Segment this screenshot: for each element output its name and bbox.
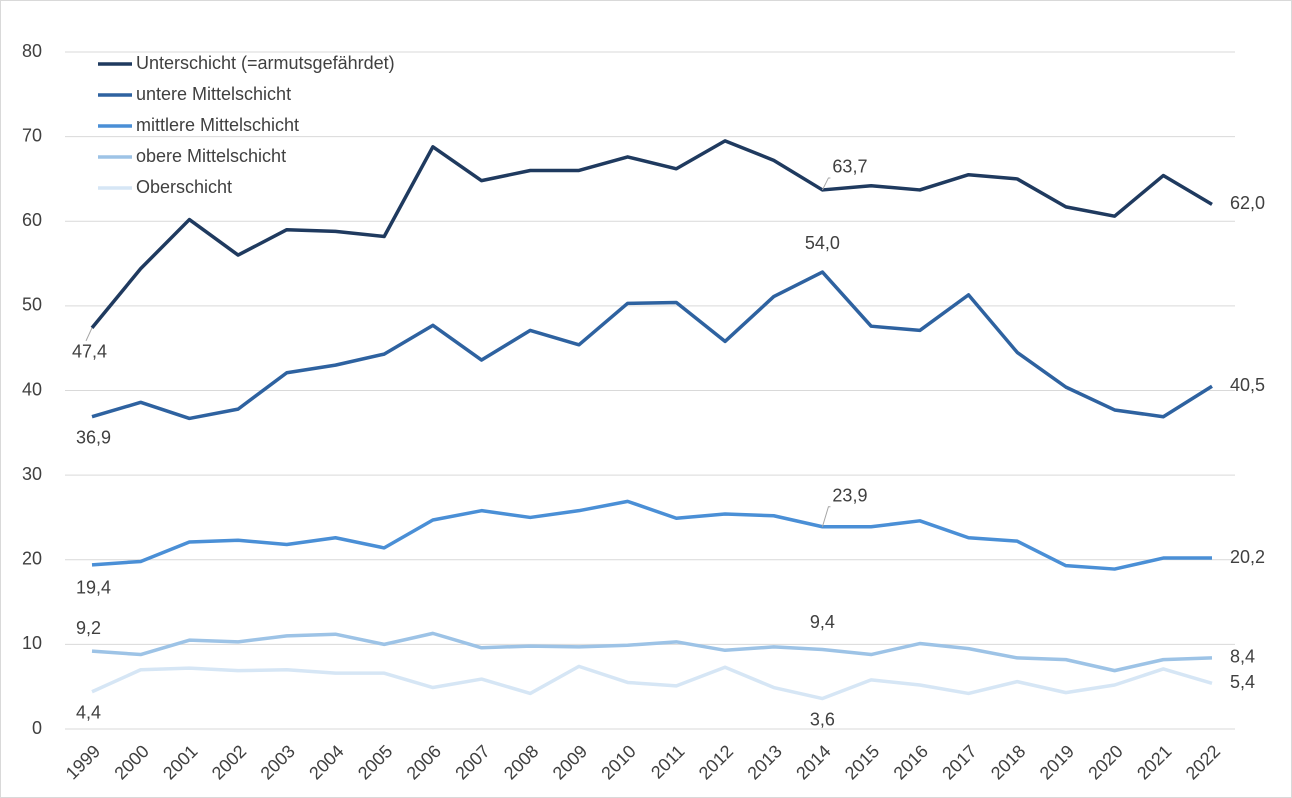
data-label: 62,0 (1230, 193, 1265, 213)
data-label: 9,4 (810, 612, 835, 632)
data-label: 3,6 (810, 709, 835, 729)
y-tick-label: 30 (22, 464, 42, 484)
data-label: 9,2 (76, 618, 101, 638)
legend-label: obere Mittelschicht (136, 146, 286, 166)
data-label: 23,9 (832, 485, 867, 505)
series-line (90, 139, 1213, 329)
data-label: 19,4 (76, 578, 111, 598)
y-tick-label: 50 (22, 295, 42, 315)
legend-label: mittlere Mittelschicht (136, 115, 299, 135)
data-label: 54,0 (805, 233, 840, 253)
data-label: 47,4 (72, 342, 107, 362)
leader-line (821, 506, 831, 527)
data-label: 8,4 (1230, 647, 1255, 667)
data-label: 40,5 (1230, 375, 1265, 395)
series-line (91, 664, 1213, 701)
y-tick-label: 40 (22, 379, 42, 399)
y-tick-label: 80 (22, 41, 42, 61)
y-tick-label: 20 (22, 549, 42, 569)
series-line (91, 631, 1213, 673)
legend-label: Oberschicht (136, 177, 232, 197)
leader-line (821, 177, 831, 191)
y-tick-label: 10 (22, 633, 42, 653)
y-tick-label: 70 (22, 125, 42, 145)
series-line (91, 499, 1212, 571)
legend-label: Unterschicht (=armutsgefährdet) (136, 53, 395, 73)
legend-label: untere Mittelschicht (136, 84, 291, 104)
series-line (91, 270, 1213, 421)
leader-line (85, 327, 93, 342)
data-label: 5,4 (1230, 672, 1255, 692)
y-tick-label: 0 (32, 718, 42, 738)
y-tick-label: 60 (22, 210, 42, 230)
data-label: 63,7 (832, 157, 867, 177)
data-label: 4,4 (76, 703, 101, 723)
data-label: 20,2 (1230, 547, 1265, 567)
data-label: 36,9 (76, 427, 111, 447)
